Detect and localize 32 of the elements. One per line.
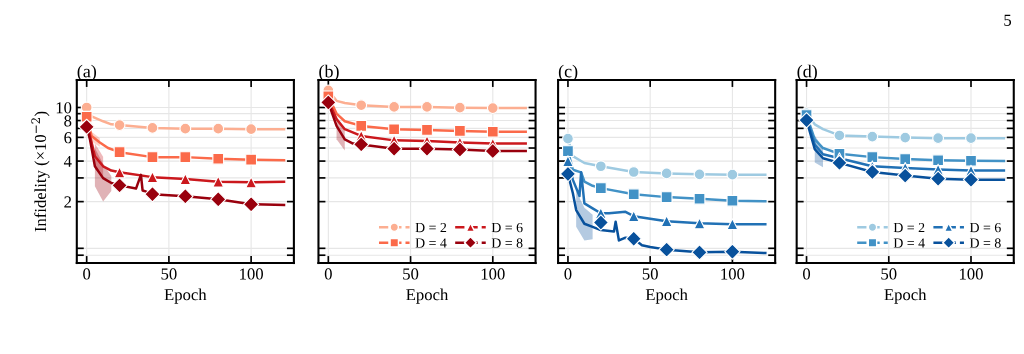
y-tick-label: 4 — [63, 155, 72, 167]
text: 5 — [1004, 14, 1012, 26]
x-tick-label: 50 — [642, 268, 658, 280]
x-tick-label: 0 — [83, 268, 91, 280]
x-tick-label: 100 — [721, 268, 745, 280]
legend-label: D = 2 — [893, 222, 925, 233]
x-axis-title: Epoch — [884, 288, 927, 304]
chart-title: (c) — [558, 64, 578, 82]
x-tick-label: 50 — [161, 268, 177, 280]
x-tick-label: 100 — [959, 268, 983, 280]
y-axis-title: Infidelity (×10$^{−2}$) — [31, 111, 50, 232]
x-tick-label: 0 — [324, 268, 332, 280]
x-tick-label: 50 — [403, 268, 419, 280]
legend-label: D = 2 — [415, 222, 447, 233]
x-tick-label: 0 — [803, 268, 811, 280]
legend-label: D = 6 — [969, 222, 1001, 233]
y-tick-label: 8 — [64, 115, 72, 127]
y-tick-label: 2 — [64, 196, 72, 208]
x-axis-title: Epoch — [645, 288, 688, 304]
x-axis-title: Epoch — [406, 288, 449, 304]
x-tick-label: 100 — [240, 268, 263, 280]
y-tick-label: 10 — [56, 102, 72, 114]
x-tick-label: 0 — [564, 268, 572, 280]
x-tick-label: 50 — [881, 268, 897, 280]
legend-label: D = 8 — [969, 238, 1001, 248]
legend-label: D = 6 — [491, 222, 523, 233]
legend-label: D = 4 — [415, 238, 447, 248]
x-tick-label: 100 — [481, 268, 505, 280]
legend-label: D = 8 — [491, 238, 523, 248]
legend-label: D = 4 — [893, 238, 925, 248]
x-axis-title: Epoch — [164, 288, 207, 304]
y-tick-label: 6 — [64, 132, 72, 144]
